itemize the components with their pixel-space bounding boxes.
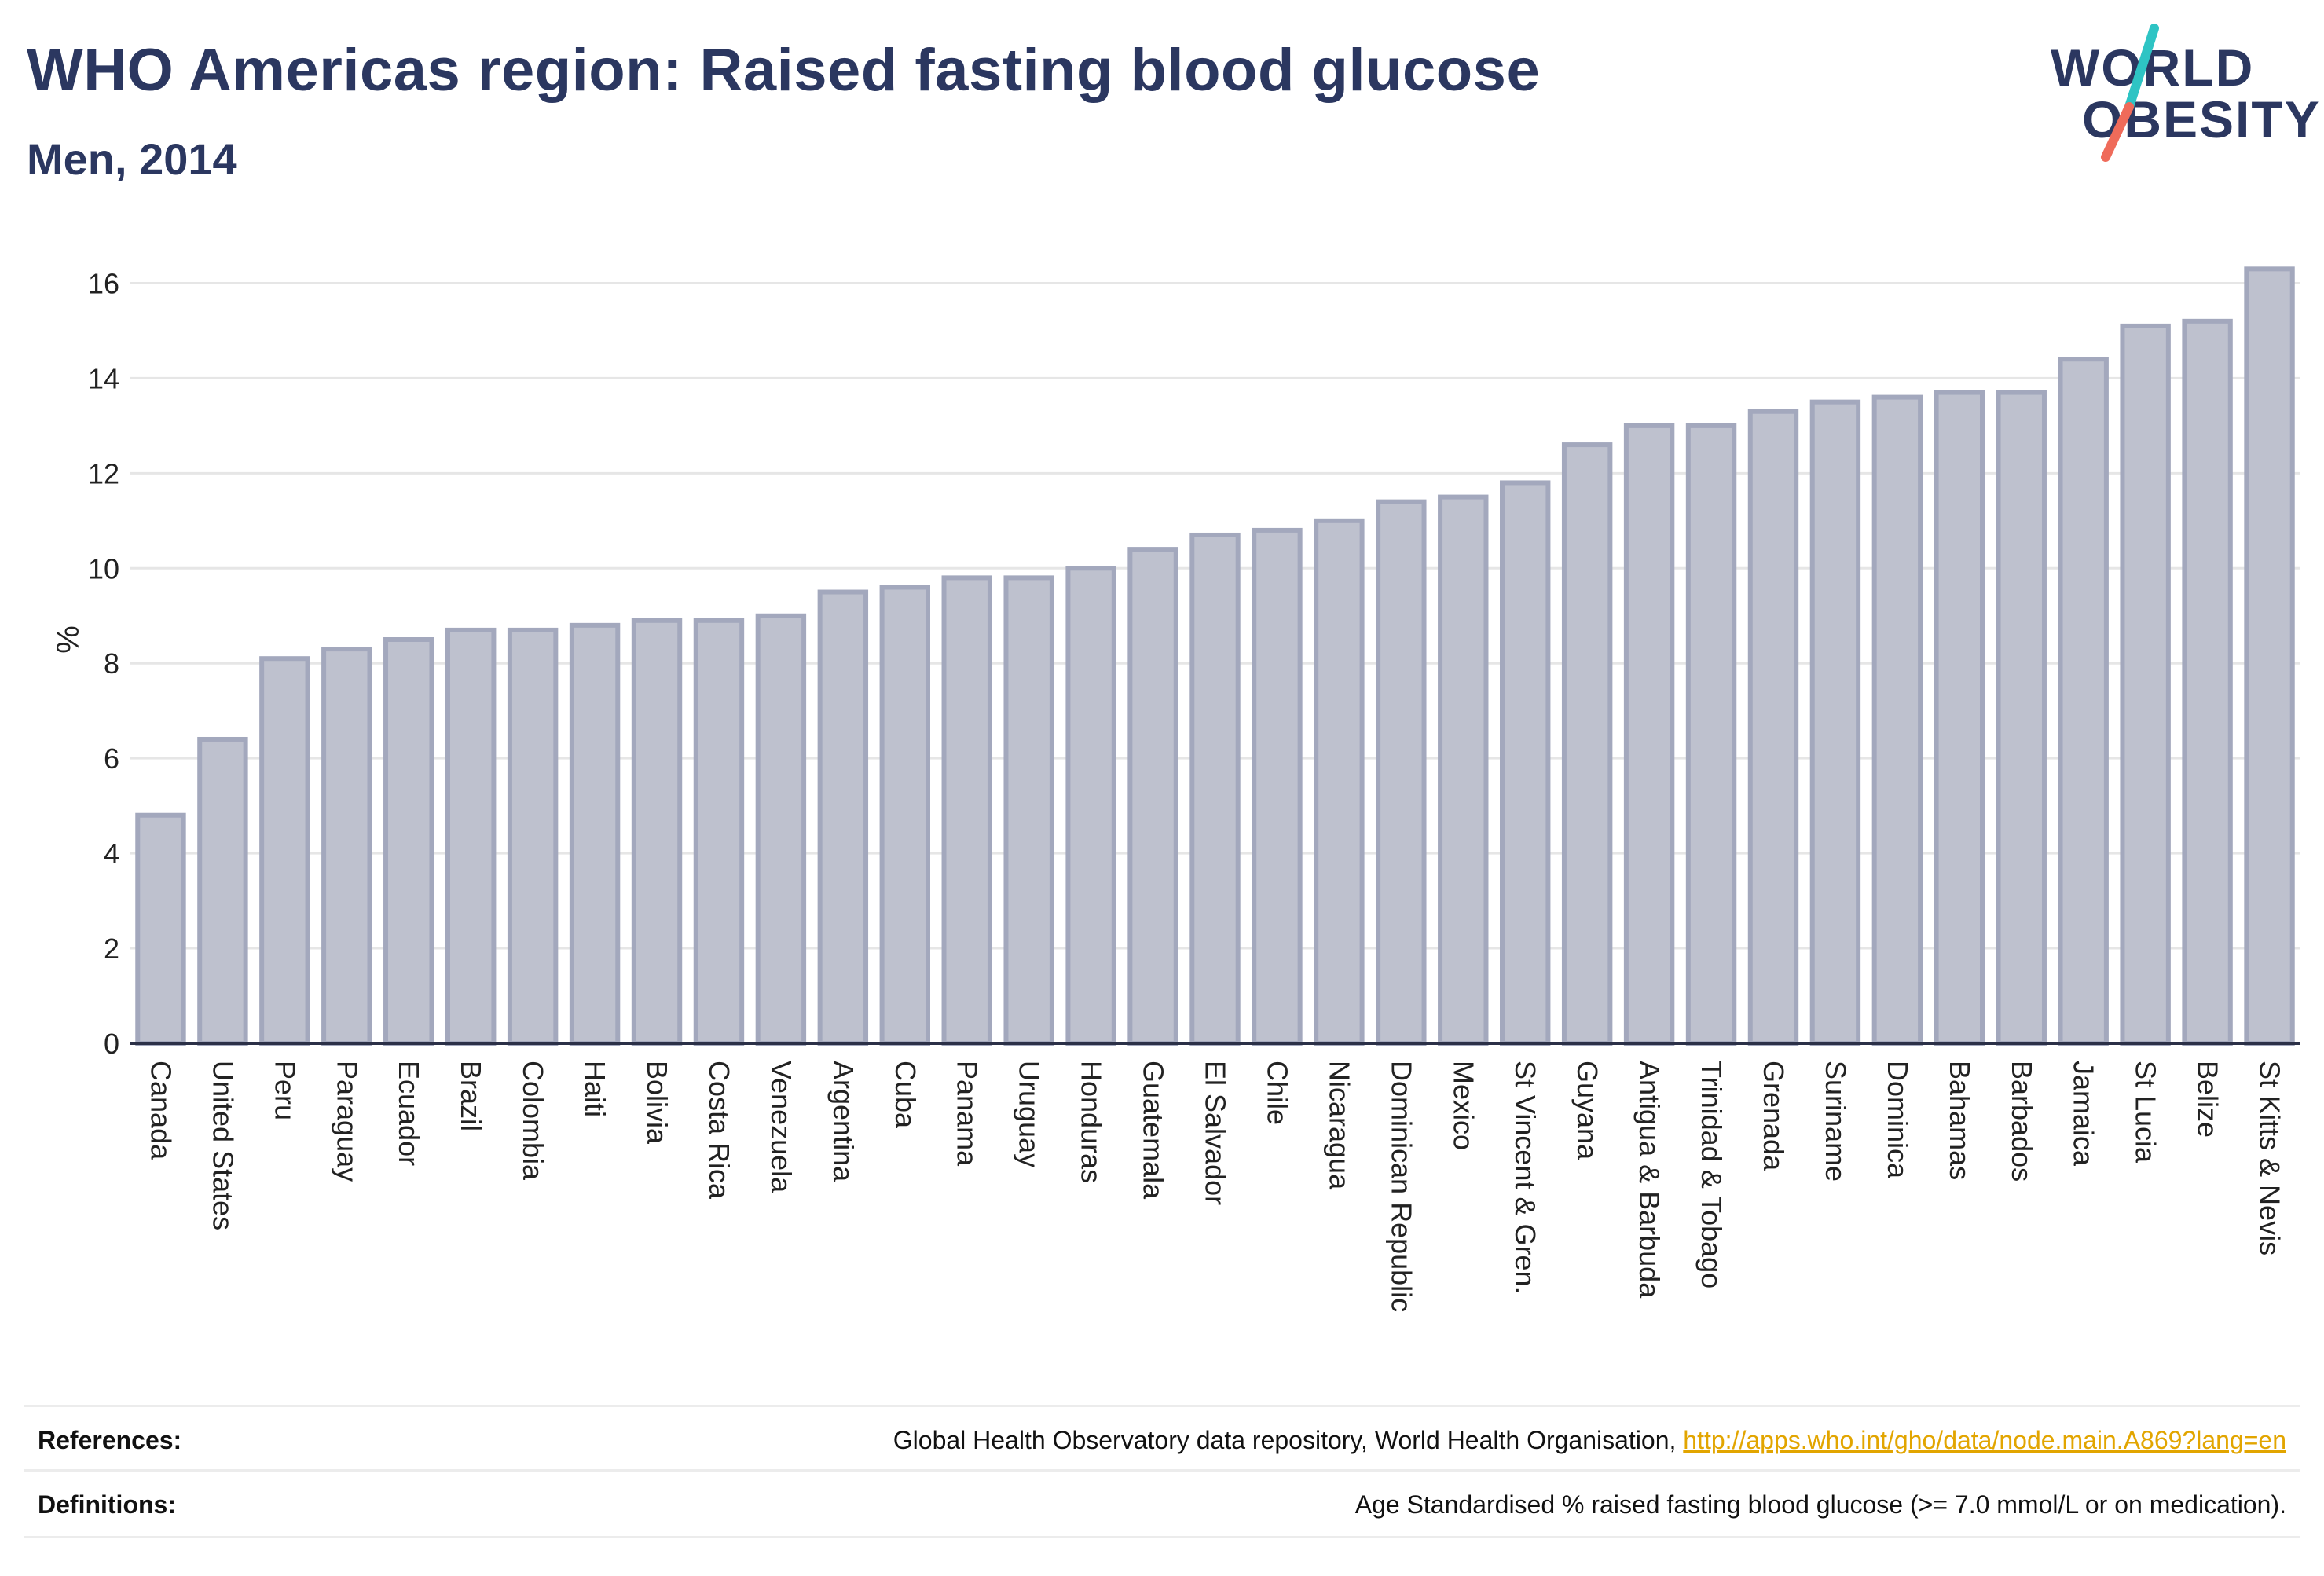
bar [879,585,930,1046]
logo-slash-coral [2101,102,2134,162]
bar [1189,532,1241,1046]
bar [2182,318,2233,1046]
x-tick-label: Barbados [2006,1061,2038,1182]
y-tick-label: 12 [88,457,119,489]
definitions-row: Definitions: Age Standardised % raised f… [24,1469,2300,1538]
x-tick-label: El Salvador [1200,1061,1232,1205]
bar [755,613,807,1046]
bar [259,656,310,1046]
bar [1314,518,1365,1046]
x-tick-label: Belize [2192,1061,2224,1138]
y-tick-label: 8 [104,647,119,680]
y-tick-label: 4 [104,837,119,870]
bar [1376,499,1427,1046]
references-text: Global Health Observatory data repositor… [893,1426,1684,1454]
bar [1003,575,1054,1046]
bar [1747,409,1799,1046]
x-tick-label: Paraguay [331,1061,363,1182]
x-tick-label: Colombia [517,1061,549,1181]
references-row: References: Global Health Observatory da… [24,1405,2300,1472]
x-tick-label: Peru [269,1061,301,1120]
x-tick-label: Cuba [889,1061,922,1129]
bar [1561,442,1613,1046]
y-tick-label: 6 [104,742,119,775]
bar [1065,566,1116,1046]
world-obesity-logo: WORLD OBESITY [2051,22,2319,163]
x-tick-label: Bahamas [1944,1061,1976,1180]
definitions-value: Age Standardised % raised fasting blood … [1354,1490,2286,1519]
bar [1623,423,1675,1046]
bar [507,627,559,1046]
bar [1934,390,1985,1046]
x-tick-label: St Vincent & Gren. [1509,1061,1541,1295]
references-link[interactable]: http://apps.who.int/gho/data/node.main.A… [1683,1426,2286,1454]
definitions-label: Definitions: [38,1490,176,1519]
y-tick-label: 2 [104,933,119,965]
labels: 0 2 4 6 8 10 12 14 16 Canada United States Peru Para… [49,267,2286,1312]
x-tick-label: Jamaica [2068,1061,2100,1167]
x-tick-label: Honduras [1076,1061,1108,1183]
references-label: References: [38,1426,182,1454]
bar [817,589,869,1046]
y-tick-label: 14 [88,362,119,394]
x-tick-label: Venezuela [765,1061,797,1193]
logo-slash-teal [2124,24,2159,112]
x-tick-label: Panama [951,1061,984,1167]
x-tick-label: St Kitts & Nevis [2254,1061,2286,1255]
bar [321,647,372,1046]
bar [1438,494,1489,1046]
x-tick-label: Antigua & Barbuda [1633,1061,1666,1299]
y-tick-label: 16 [88,267,119,299]
bar [1871,394,1923,1046]
x-tick-label: Canada [145,1061,177,1160]
x-tick-label: Mexico [1447,1061,1479,1150]
bar [1685,423,1737,1046]
x-tick-label: Dominican Republic [1385,1061,1417,1312]
x-tick-label: St Lucia [2130,1061,2162,1164]
references-value: Global Health Observatory data repositor… [893,1426,2286,1455]
bar [135,812,186,1046]
bar-chart: 0 2 4 6 8 10 12 14 16 Canada United States Peru Para… [49,266,2300,1312]
x-tick-label: Nicaragua [1323,1061,1355,1190]
x-tick-label: United States [207,1061,239,1230]
x-tick-label: Dominica [1882,1061,1914,1179]
bars [135,266,2295,1046]
x-tick-label: Haiti [579,1061,611,1117]
bar [1809,399,1861,1046]
bar [1252,527,1303,1046]
bar [445,627,497,1046]
bar [941,575,992,1046]
x-tick-label: Trinidad & Tobago [1695,1061,1728,1288]
x-tick-label: Guyana [1571,1061,1604,1160]
bar [569,622,621,1046]
bar [1996,390,2047,1046]
y-tick-label: 10 [88,552,119,585]
x-tick-label: Guatemala [1138,1061,1170,1200]
bar [2120,323,2171,1046]
x-tick-label: Costa Rica [703,1061,735,1200]
bar [2244,266,2295,1046]
bar [693,618,745,1046]
x-tick-label: Bolivia [641,1061,673,1145]
bar [1500,480,1551,1046]
x-tick-label: Chile [1261,1061,1293,1125]
y-axis-label: % [49,625,84,654]
x-tick-label: Grenada [1758,1061,1790,1171]
x-tick-label: Brazil [455,1061,487,1131]
bar [1127,547,1178,1046]
logo-slash-icon [2101,24,2159,162]
y-tick-label: 0 [104,1028,119,1060]
bar [383,637,434,1046]
bar [197,736,248,1046]
x-tick-label: Ecuador [393,1061,425,1166]
x-tick-label: Suriname [1820,1061,1852,1182]
bar [2058,357,2109,1046]
x-tick-label: Argentina [827,1061,860,1182]
chart-title: WHO Americas region: Raised fasting bloo… [27,37,1541,104]
x-tick-label: Uruguay [1014,1061,1046,1167]
bar [631,618,683,1046]
chart-subtitle: Men, 2014 [27,134,237,184]
